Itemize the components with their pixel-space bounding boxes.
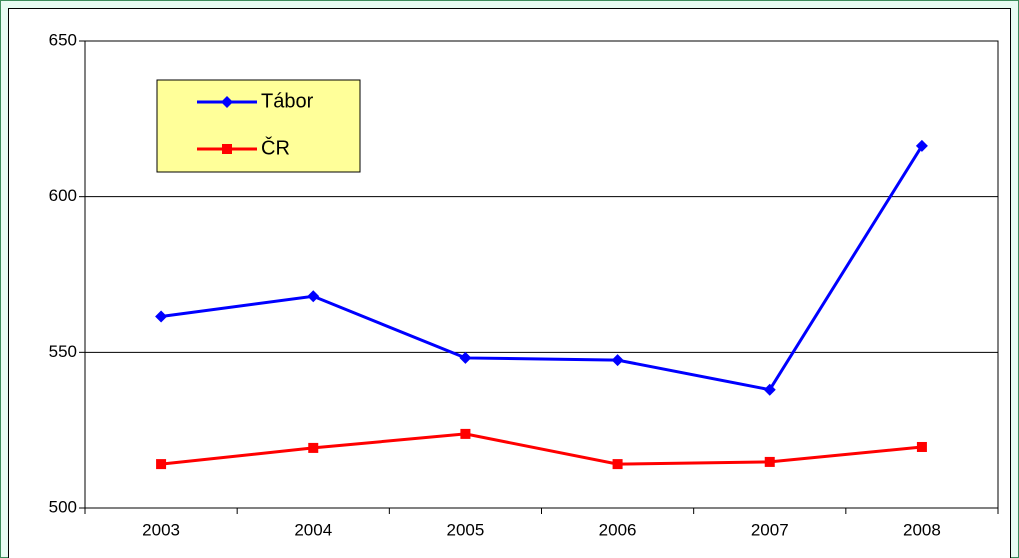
data-point: [763, 383, 776, 396]
series-line: [160, 432, 923, 466]
data-point: [459, 351, 472, 364]
y-tick-label: 500: [49, 497, 77, 516]
data-point: [916, 441, 927, 452]
data-point: [460, 428, 471, 439]
data-point: [156, 459, 167, 470]
x-tick-label: 2005: [447, 520, 485, 539]
x-tick-label: 2006: [599, 520, 637, 539]
data-point: [915, 139, 928, 152]
y-tick-label: 550: [49, 342, 77, 361]
data-point: [155, 310, 168, 323]
data-point: [308, 442, 319, 453]
legend-label: ČR: [261, 136, 290, 159]
legend-label: Tábor: [261, 90, 314, 112]
legend-marker: [222, 144, 232, 154]
x-tick-label: 2008: [903, 520, 941, 539]
y-tick-label: 650: [49, 30, 77, 49]
x-tick-label: 2003: [142, 520, 180, 539]
x-tick-label: 2007: [751, 520, 789, 539]
legend-marker: [221, 96, 233, 108]
x-tick-label: 2004: [294, 520, 332, 539]
series-line: [160, 145, 924, 392]
y-tick-label: 600: [49, 186, 77, 205]
legend: [156, 79, 361, 173]
data-point: [611, 354, 624, 367]
data-point: [612, 459, 623, 470]
data-point: [764, 456, 775, 467]
data-point: [307, 290, 320, 303]
